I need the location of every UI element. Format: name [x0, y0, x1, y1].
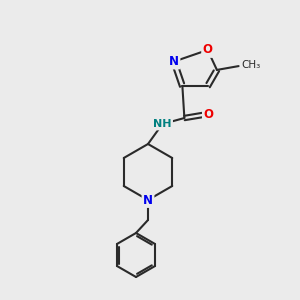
Text: O: O — [203, 107, 213, 121]
Text: N: N — [143, 194, 153, 206]
Text: NH: NH — [153, 119, 172, 129]
Text: O: O — [202, 44, 213, 56]
Text: N: N — [169, 55, 179, 68]
Text: CH₃: CH₃ — [242, 60, 261, 70]
